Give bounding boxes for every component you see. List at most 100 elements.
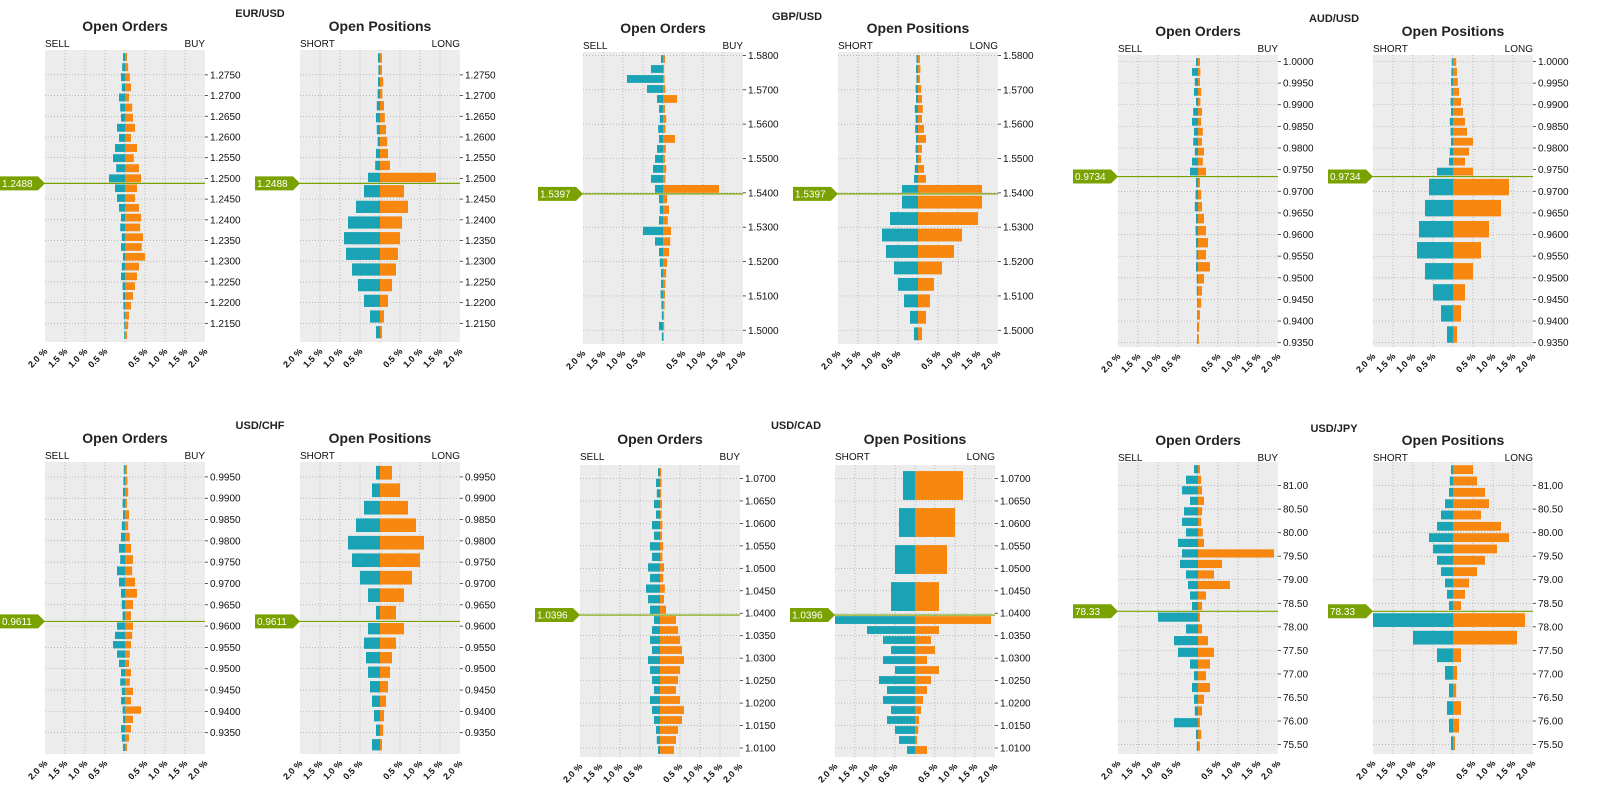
bar-buy xyxy=(125,577,135,587)
x-tick-label: 1.5 % xyxy=(1374,758,1397,781)
panel-title: Open Orders xyxy=(620,20,706,36)
bar-short xyxy=(1451,736,1453,751)
bar-long xyxy=(918,85,922,93)
bar-sell xyxy=(117,622,125,630)
y-tick-label: 0.9550 xyxy=(1538,252,1569,263)
bar-short xyxy=(899,736,915,744)
bar-buy xyxy=(660,478,662,487)
bar-long xyxy=(1453,555,1485,565)
bar-short xyxy=(915,85,918,93)
bar-sell xyxy=(1190,167,1198,176)
bar-long xyxy=(915,656,927,664)
bar-sell xyxy=(1196,262,1198,272)
bar-sell xyxy=(1194,127,1198,136)
bar-buy xyxy=(1198,177,1200,188)
bar-long xyxy=(915,686,927,694)
bar-long xyxy=(380,310,384,323)
y-tick-label: 81.00 xyxy=(1283,481,1308,492)
bar-long xyxy=(1453,157,1465,166)
bar-sell xyxy=(117,566,125,576)
x-tick-label: 1.5 % xyxy=(166,758,189,781)
y-tick-label: 80.50 xyxy=(1538,505,1563,516)
y-tick-label: 0.9500 xyxy=(210,664,241,675)
bar-short xyxy=(914,165,918,173)
bar-buy xyxy=(125,184,137,193)
bar-buy xyxy=(660,736,676,744)
y-tick-label: 0.9750 xyxy=(1538,165,1569,176)
bar-sell xyxy=(121,243,125,251)
bar-short xyxy=(370,310,380,323)
y-tick-label: 1.5000 xyxy=(748,326,779,337)
y-tick-label: 0.9350 xyxy=(1538,338,1569,349)
bar-sell xyxy=(119,133,125,142)
right-side-label: BUY xyxy=(184,39,205,50)
positions-panel: Open Positions SHORT LONG 1.2488 1.2750 1.270… xyxy=(255,18,496,370)
bar-long xyxy=(380,605,396,620)
bar-long xyxy=(918,105,923,113)
bar-long xyxy=(1453,68,1457,76)
bar-long xyxy=(915,676,931,684)
pair-label: USD/CAD xyxy=(771,420,821,432)
bar-sell xyxy=(651,65,663,73)
bar-long xyxy=(918,245,954,258)
price-marker-label: 1.2488 xyxy=(2,179,33,190)
panel-title: Open Positions xyxy=(864,431,967,447)
bar-sell xyxy=(654,716,660,724)
bar-short xyxy=(1441,305,1453,322)
bar-sell xyxy=(121,588,125,598)
x-tick-label: 0.5 % xyxy=(664,348,687,371)
bar-sell xyxy=(659,115,663,123)
bar-buy xyxy=(660,656,684,664)
bar-short xyxy=(1445,665,1453,680)
bar-long xyxy=(918,95,922,103)
bar-long xyxy=(380,465,392,480)
panel-title: Open Positions xyxy=(1402,23,1505,39)
bar-long xyxy=(915,706,921,714)
bar-short xyxy=(1447,589,1453,599)
bar-sell xyxy=(1184,507,1198,516)
bar-sell xyxy=(123,510,125,519)
bar-buy xyxy=(663,85,666,93)
bar-short xyxy=(887,686,915,694)
bar-buy xyxy=(660,716,682,724)
bar-buy xyxy=(1198,528,1203,537)
y-tick-label: 1.0700 xyxy=(1000,474,1031,485)
price-marker xyxy=(255,176,300,191)
bar-sell xyxy=(1194,706,1198,716)
bar-long xyxy=(1453,613,1525,627)
bar-long xyxy=(918,195,982,209)
bar-short xyxy=(904,294,918,308)
bar-sell xyxy=(627,75,663,83)
bar-sell xyxy=(121,687,125,696)
bar-sell xyxy=(1190,496,1198,505)
bar-short xyxy=(352,553,380,568)
bar-sell xyxy=(124,321,125,330)
x-tick-label: 0.5 % xyxy=(916,761,939,784)
bar-buy xyxy=(125,272,137,281)
left-side-label: SELL xyxy=(45,451,70,462)
bar-short xyxy=(364,294,380,307)
y-tick-label: 1.0000 xyxy=(1283,57,1314,68)
bar-sell xyxy=(652,626,660,634)
y-tick-label: 1.2450 xyxy=(210,195,241,206)
y-tick-label: 0.9900 xyxy=(1538,100,1569,111)
bar-sell xyxy=(650,605,660,614)
y-tick-label: 0.9800 xyxy=(1283,144,1314,155)
bar-short xyxy=(364,500,380,515)
bar-buy xyxy=(125,282,135,290)
x-tick-label: 1.5 % xyxy=(701,761,724,784)
bar-long xyxy=(380,263,396,276)
bar-buy xyxy=(660,499,662,509)
chart-usd-chf: USD/CHF Open Orders SELL BUY 0.9611 0.9950 0.9… xyxy=(0,420,496,782)
bar-sell xyxy=(646,584,660,593)
bar-buy xyxy=(125,543,131,553)
pair-label: EUR/USD xyxy=(235,8,285,20)
x-tick-label: 0.5 % xyxy=(381,758,404,781)
bar-sell xyxy=(652,552,660,562)
x-tick-label: 2.0 % xyxy=(281,346,304,369)
bar-sell xyxy=(121,233,125,242)
bar-sell xyxy=(1186,624,1198,634)
x-tick-label: 1.0 % xyxy=(321,346,344,369)
bar-buy xyxy=(1198,682,1210,693)
bar-sell xyxy=(652,676,660,684)
